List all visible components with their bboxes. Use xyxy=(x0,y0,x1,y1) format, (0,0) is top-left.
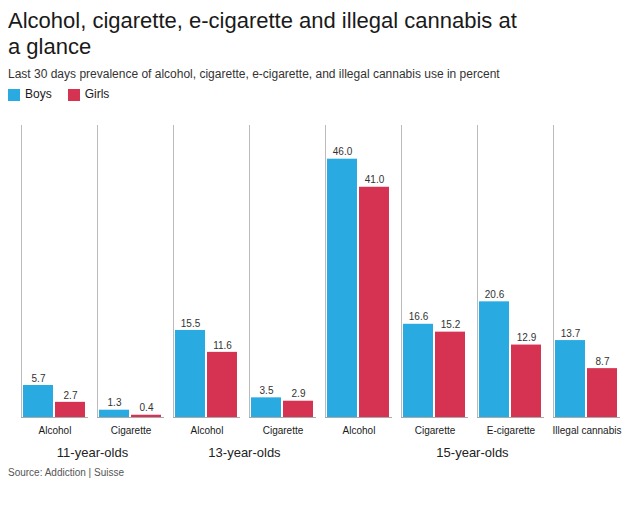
svg-text:13.7: 13.7 xyxy=(561,328,581,339)
svg-text:15.5: 15.5 xyxy=(181,317,201,328)
svg-text:Alcohol: Alcohol xyxy=(343,424,376,435)
html-text:13-year-olds: 13-year-olds xyxy=(208,444,281,460)
html-text:15-year-olds: 15-year-olds xyxy=(436,444,509,460)
svg-text:2.9: 2.9 xyxy=(292,388,306,399)
svg-text:8.7: 8.7 xyxy=(596,356,610,367)
svg-text:3.5: 3.5 xyxy=(260,385,274,396)
html-text:11-year-olds: 11-year-olds xyxy=(56,444,129,460)
svg-text:E-cigarette: E-cigarette xyxy=(487,424,536,435)
svg-text:1.3: 1.3 xyxy=(108,397,122,408)
html-text:Girls: Girls xyxy=(84,86,110,101)
svg-text:16.6: 16.6 xyxy=(409,311,429,322)
svg-text:15.2: 15.2 xyxy=(441,319,461,330)
html-text:Last 30 days prevalence of alc: Last 30 days prevalence of alcohol, ciga… xyxy=(8,66,500,81)
svg-text:41.0: 41.0 xyxy=(365,174,385,185)
svg-text:12.9: 12.9 xyxy=(517,332,537,343)
svg-text:2.7: 2.7 xyxy=(64,389,78,400)
svg-text:46.0: 46.0 xyxy=(333,146,353,157)
svg-text:Alcohol: Alcohol xyxy=(39,424,72,435)
svg-text:Cigarette: Cigarette xyxy=(111,424,152,435)
svg-text:0.4: 0.4 xyxy=(140,402,154,413)
svg-text:20.6: 20.6 xyxy=(485,289,505,300)
svg-text:Alcohol: Alcohol xyxy=(191,424,224,435)
svg-text:Cigarette: Cigarette xyxy=(263,424,304,435)
html-text:Boys: Boys xyxy=(25,86,52,101)
html-text:Alcohol, cigarette, e-cigarett: Alcohol, cigarette, e-cigarette and ille… xyxy=(8,8,517,60)
html-text:Source: Addiction | Suisse: Source: Addiction | Suisse xyxy=(8,466,124,478)
svg-text:11.6: 11.6 xyxy=(213,339,232,350)
svg-text:Cigarette: Cigarette xyxy=(415,424,456,435)
svg-text:5.7: 5.7 xyxy=(32,372,46,383)
svg-text:Illegal cannabis: Illegal cannabis xyxy=(553,424,622,435)
